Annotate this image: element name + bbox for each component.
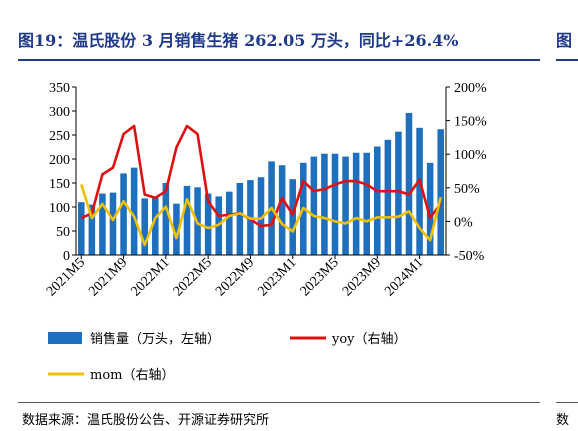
sales-bar <box>226 191 233 255</box>
right-tick-label: 200% <box>454 81 487 96</box>
sales-bar <box>384 139 392 255</box>
sales-bar <box>342 156 349 255</box>
left-tick-label: 0 <box>63 249 70 264</box>
right-tick-label: 0% <box>454 215 473 230</box>
x-tick-label: 2022M5 <box>171 255 215 299</box>
sales-bar <box>99 193 106 255</box>
sales-bar <box>88 204 96 255</box>
x-tick-label: 2022M9 <box>213 255 257 299</box>
sales-bar <box>363 152 370 255</box>
line-series <box>80 124 442 247</box>
sales-bar <box>204 193 212 255</box>
sales-bar <box>152 196 159 255</box>
x-tick-label: 2022M1 <box>129 255 173 299</box>
sales-bar <box>183 185 191 255</box>
sales-bar <box>331 153 339 255</box>
figure-title: 图19：温氏股份 3 月销售生猪 262.05 万头，同比+26.4% <box>18 31 459 50</box>
next-figure-source-rule <box>556 402 578 403</box>
legend-swatch-bar <box>48 332 82 344</box>
mom-line <box>80 184 442 247</box>
source-rule <box>18 402 540 403</box>
sales-bar <box>321 153 328 255</box>
sales-bar <box>426 162 434 255</box>
yoy-line <box>80 124 442 228</box>
left-tick-label: 100 <box>49 201 70 216</box>
sales-bar <box>416 127 423 255</box>
sales-bar <box>236 183 244 255</box>
legend-label: yoy（右轴） <box>331 332 407 347</box>
sales-bar <box>173 203 180 255</box>
x-tick-label: 2023M1 <box>255 255 299 299</box>
sales-bar <box>141 198 148 255</box>
legend-label: mom（右轴） <box>90 368 174 383</box>
sales-bar <box>162 183 170 255</box>
data-source-note: 数据来源：温氏股份公告、开源证券研究所 <box>22 413 270 428</box>
x-tick-label: 2023M9 <box>340 255 384 299</box>
legend-label: 销售量（万头，左轴） <box>90 331 220 347</box>
sales-bar <box>395 131 402 255</box>
next-figure-title-rule <box>556 59 578 61</box>
right-tick-label: 100% <box>454 148 487 163</box>
x-tick-label: 2021M9 <box>86 255 130 299</box>
left-tick-label: 300 <box>49 105 70 120</box>
x-tick-label: 2024M1 <box>382 255 426 299</box>
left-tick-label: 350 <box>49 81 70 96</box>
left-tick-label: 50 <box>56 225 70 240</box>
sales-bar <box>278 165 286 255</box>
right-tick-label: 150% <box>454 115 487 130</box>
chart-legend: 销售量（万头，左轴） yoy（右轴） mom（右轴） <box>48 331 407 383</box>
sales-bar <box>78 202 85 255</box>
sales-bar <box>352 152 360 255</box>
left-tick-label: 200 <box>49 153 70 168</box>
bar-series <box>78 112 444 255</box>
left-tick-label: 250 <box>49 129 70 144</box>
sales-bar <box>120 173 127 255</box>
sales-bar <box>130 167 138 255</box>
sales-bar <box>289 179 296 255</box>
x-tick-label: 2023M5 <box>298 255 342 299</box>
sales-bar <box>257 177 265 255</box>
sales-bar <box>374 146 381 255</box>
sales-bar <box>310 156 318 255</box>
next-figure-title-fragment: 图 <box>556 31 573 50</box>
next-figure-source-fragment: 数 <box>556 413 570 428</box>
sales-bar <box>109 192 117 255</box>
sales-bar <box>437 129 444 255</box>
sales-bar <box>405 112 413 255</box>
left-tick-label: 150 <box>49 177 70 192</box>
right-tick-label: 50% <box>454 182 480 197</box>
right-tick-label: -50% <box>454 249 485 264</box>
title-rule <box>18 59 540 61</box>
